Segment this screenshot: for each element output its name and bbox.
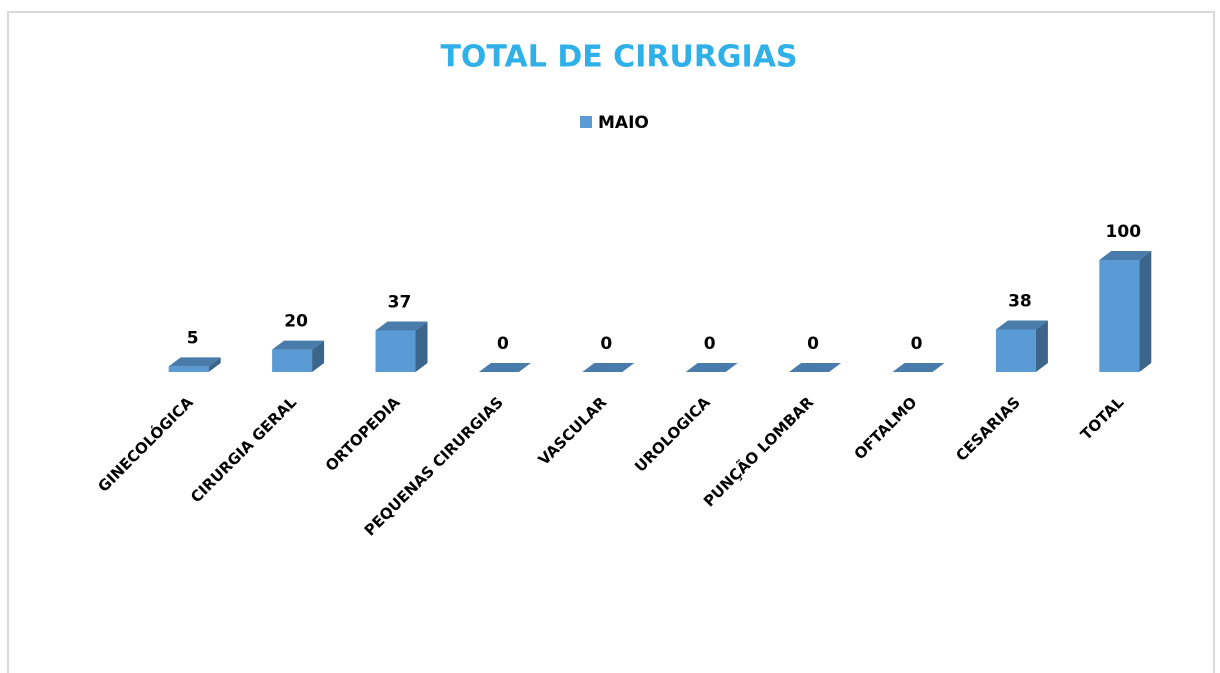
bar-front xyxy=(1099,260,1140,372)
chart-title: TOTAL DE CIRURGIAS xyxy=(440,40,797,75)
bar-top xyxy=(478,363,531,372)
bar-top xyxy=(1099,251,1152,260)
bar-top xyxy=(272,340,325,350)
value-label: 20 xyxy=(284,312,308,332)
bar-side xyxy=(1139,251,1152,372)
bar xyxy=(789,363,842,372)
bar-top xyxy=(685,363,738,372)
legend: MAIO xyxy=(580,113,649,133)
bar xyxy=(995,320,1048,372)
value-label: 37 xyxy=(388,293,412,313)
bar xyxy=(1099,251,1152,372)
bar-top xyxy=(995,320,1048,330)
bar-side xyxy=(1035,320,1048,372)
bar-top xyxy=(168,357,221,367)
bar-side xyxy=(415,321,428,372)
bar-front xyxy=(168,366,209,372)
bar-top xyxy=(582,363,635,372)
value-label: 0 xyxy=(704,334,716,354)
legend-swatch xyxy=(580,116,592,128)
value-label: 0 xyxy=(911,334,923,354)
bar-top xyxy=(892,363,945,372)
bar-side xyxy=(312,340,325,372)
value-label: 0 xyxy=(497,334,509,354)
value-label: 100 xyxy=(1106,222,1142,242)
value-label: 0 xyxy=(600,334,612,354)
bar xyxy=(478,363,531,372)
bar-top xyxy=(789,363,842,372)
bar xyxy=(892,363,945,372)
bar-front xyxy=(272,349,313,372)
bar-front xyxy=(375,330,416,372)
bar xyxy=(168,357,221,372)
value-label: 38 xyxy=(1008,291,1032,311)
bar xyxy=(375,321,428,372)
bar-front xyxy=(995,329,1036,372)
bar xyxy=(582,363,635,372)
bar-side xyxy=(208,357,221,372)
value-label: 0 xyxy=(807,334,819,354)
bar-top xyxy=(375,321,428,331)
legend-label: MAIO xyxy=(598,113,649,133)
value-label: 5 xyxy=(187,328,199,348)
bar xyxy=(272,340,325,372)
bar xyxy=(685,363,738,372)
